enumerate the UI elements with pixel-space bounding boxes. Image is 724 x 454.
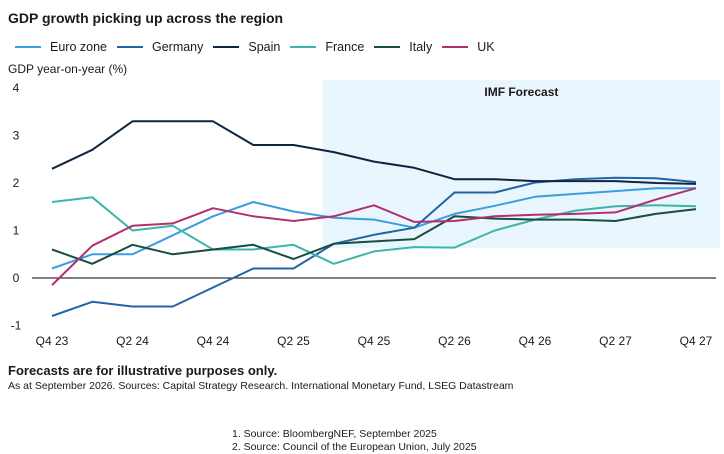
- legend-item: Euro zone: [15, 40, 107, 54]
- x-tick-label: Q4 25: [358, 334, 391, 348]
- y-tick-label: 3: [13, 129, 20, 143]
- legend-label: Euro zone: [50, 40, 107, 54]
- legend-item: UK: [442, 40, 495, 54]
- legend-item: Italy: [374, 40, 432, 54]
- legend-swatch: [442, 46, 469, 48]
- series-line-germany: [51, 176, 697, 317]
- x-tick-label: Q2 24: [116, 334, 149, 348]
- x-tick-label: Q2 27: [599, 334, 632, 348]
- disclaimer: Forecasts are for illustrative purposes …: [8, 363, 278, 378]
- series-line-spain: [51, 120, 697, 185]
- series-line-uk: [51, 187, 697, 286]
- x-tick-label: Q4 26: [519, 334, 552, 348]
- legend-item: Germany: [116, 40, 204, 54]
- footnote-1: 1. Source: BloombergNEF, September 2025: [232, 428, 437, 440]
- y-tick-label: -1: [11, 319, 22, 333]
- legend-label: Spain: [248, 40, 281, 54]
- legend-item: France: [290, 40, 364, 54]
- y-tick-label: 0: [13, 271, 20, 285]
- y-tick-label: 4: [13, 81, 20, 95]
- y-tick-label: 2: [13, 176, 20, 190]
- series-line-italy: [51, 208, 697, 265]
- chart-title: GDP growth picking up across the region: [8, 10, 284, 26]
- legend-swatch: [374, 46, 401, 48]
- legend-label: Italy: [409, 40, 433, 54]
- legend-swatch: [290, 46, 317, 48]
- legend-label: Germany: [151, 40, 204, 54]
- legend: Euro zone Germany Spain France Italy UK: [15, 40, 505, 54]
- x-tick-label: Q2 25: [277, 334, 310, 348]
- series-line-euro-zone: [51, 187, 696, 270]
- y-axis-label: GDP year-on-year (%): [8, 62, 128, 76]
- x-tick-label: Q2 26: [438, 334, 471, 348]
- sources-note: As at September 2026. Sources: Capital S…: [8, 380, 514, 392]
- legend-swatch: [15, 46, 41, 48]
- x-tick-label: Q4 23: [36, 334, 69, 348]
- legend-label: UK: [477, 40, 495, 54]
- legend-swatch: [213, 46, 240, 48]
- y-tick-label: 1: [13, 224, 20, 238]
- series-line-france: [51, 196, 697, 265]
- forecast-label: IMF Forecast: [484, 85, 558, 99]
- legend-label: France: [325, 40, 365, 54]
- x-tick-label: Q4 27: [680, 334, 713, 348]
- footnote-2: 2. Source: Council of the European Union…: [232, 441, 477, 453]
- legend-swatch: [116, 46, 143, 48]
- x-tick-label: Q4 24: [197, 334, 230, 348]
- legend-item: Spain: [213, 40, 280, 54]
